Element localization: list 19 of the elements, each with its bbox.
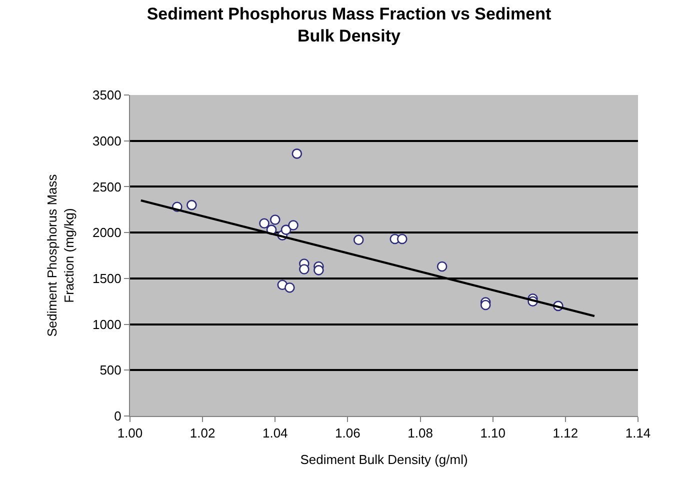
y-tick-label: 1000 [92, 316, 122, 332]
x-tick-label: 1.02 [190, 426, 216, 441]
x-tick-label: 1.04 [262, 426, 288, 441]
x-tick-label: 1.06 [335, 426, 360, 441]
x-tick-label: 1.12 [552, 426, 578, 441]
x-tick-label: 1.00 [117, 426, 143, 441]
x-tick-label: 1.10 [480, 426, 506, 441]
x-axis-title: Sediment Bulk Density (g/ml) [300, 452, 468, 468]
y-tick-label: 3500 [92, 88, 122, 103]
x-tick-label: 1.14 [625, 426, 651, 441]
chart-title: Sediment Phosphorus Mass Fraction vs Sediment Bulk Density [146, 4, 552, 46]
y-axis-title: Sediment Phosphorus Mass Fraction (mg/kg) [44, 174, 76, 337]
y-tick-label: 1500 [92, 270, 122, 286]
y-tick-label: 2500 [92, 179, 122, 194]
y-tick-label: 2000 [92, 225, 122, 240]
y-tick-label: 3000 [92, 133, 122, 148]
y-tick-label: 0 [114, 408, 122, 424]
y-tick-label: 500 [100, 362, 122, 378]
x-tick-label: 1.08 [408, 426, 433, 441]
